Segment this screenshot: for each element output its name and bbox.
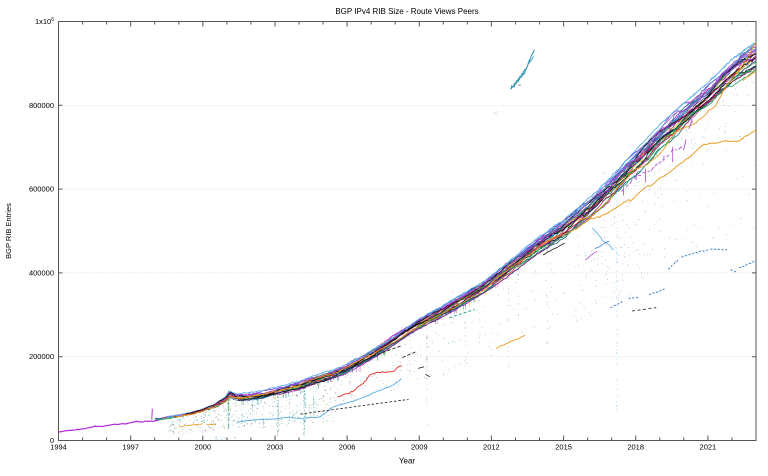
svg-text:2009: 2009 (411, 443, 428, 452)
svg-text:2021: 2021 (700, 443, 717, 452)
svg-text:1997: 1997 (122, 443, 139, 452)
svg-text:200000: 200000 (29, 352, 54, 361)
svg-text:1x106: 1x106 (35, 17, 54, 26)
svg-text:2003: 2003 (267, 443, 284, 452)
svg-text:Year: Year (399, 457, 416, 466)
svg-text:2015: 2015 (555, 443, 572, 452)
svg-text:800000: 800000 (29, 101, 54, 110)
svg-text:600000: 600000 (29, 185, 54, 194)
svg-text:2012: 2012 (483, 443, 500, 452)
svg-text:BGP IPv4 RIB Size - Route View: BGP IPv4 RIB Size - Route Views Peers (335, 7, 478, 16)
svg-text:BGP RIB Entries: BGP RIB Entries (4, 203, 13, 259)
svg-text:2006: 2006 (339, 443, 356, 452)
svg-text:2000: 2000 (194, 443, 211, 452)
svg-text:1994: 1994 (50, 443, 67, 452)
svg-text:400000: 400000 (29, 268, 54, 277)
svg-text:0: 0 (50, 436, 54, 445)
svg-text:2018: 2018 (627, 443, 644, 452)
